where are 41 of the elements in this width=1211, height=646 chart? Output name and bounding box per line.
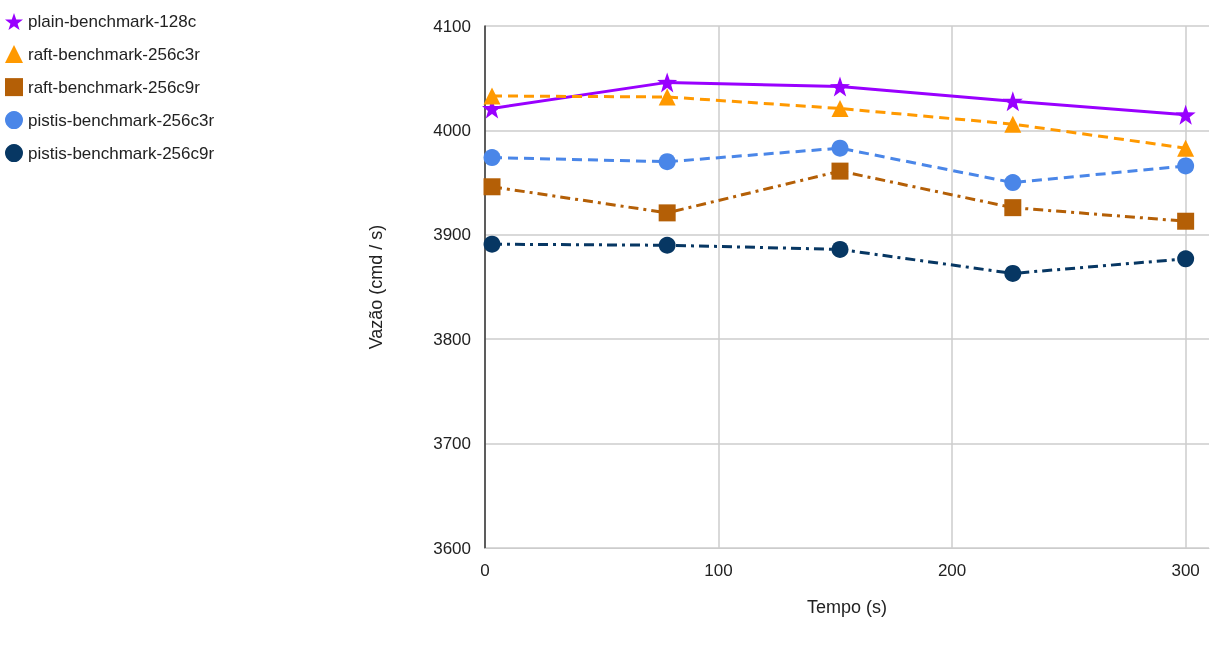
y-tick-label: 3700 bbox=[433, 434, 471, 454]
y-axis-title: Vazão (cmd / s) bbox=[366, 224, 386, 350]
x-tick-label: 200 bbox=[937, 561, 967, 580]
y-tick-label: 3900 bbox=[433, 225, 471, 245]
point bbox=[1004, 115, 1022, 133]
legend-label: raft-benchmark-256c3r bbox=[28, 44, 201, 64]
point bbox=[1175, 104, 1196, 125]
y-tick-label: 4100 bbox=[433, 16, 471, 36]
legend-label: raft-benchmark-256c9r bbox=[28, 77, 201, 97]
point bbox=[1004, 174, 1022, 192]
point bbox=[831, 99, 849, 117]
point bbox=[1177, 157, 1195, 175]
point bbox=[658, 88, 676, 106]
point bbox=[1004, 264, 1022, 282]
point bbox=[831, 240, 849, 258]
y-tick-label: 4000 bbox=[433, 120, 471, 140]
legend-label: pistis-benchmark-256c3r bbox=[28, 110, 215, 130]
x-tick-label: 0 bbox=[480, 561, 490, 580]
point bbox=[831, 162, 849, 180]
point bbox=[1177, 212, 1195, 230]
x-axis-title: Tempo (s) bbox=[806, 597, 888, 617]
point bbox=[658, 236, 676, 254]
x-tick-label: 100 bbox=[704, 561, 733, 580]
y-tick-label: 3800 bbox=[433, 329, 471, 349]
point bbox=[829, 76, 850, 97]
x-tick-label: 300 bbox=[1171, 561, 1200, 580]
point bbox=[483, 149, 501, 167]
point bbox=[483, 235, 501, 253]
point bbox=[831, 139, 849, 157]
legend-label: plain-benchmark-128c bbox=[28, 12, 197, 32]
point bbox=[1177, 139, 1195, 157]
point bbox=[657, 72, 678, 93]
point bbox=[658, 153, 676, 171]
point bbox=[483, 178, 501, 196]
point bbox=[1002, 91, 1023, 112]
point bbox=[483, 87, 501, 105]
y-tick-label: 3600 bbox=[433, 538, 471, 558]
point bbox=[1177, 250, 1195, 268]
point bbox=[658, 204, 676, 222]
legend-label: pistis-benchmark-256c9r bbox=[28, 143, 215, 163]
point bbox=[1004, 199, 1022, 217]
